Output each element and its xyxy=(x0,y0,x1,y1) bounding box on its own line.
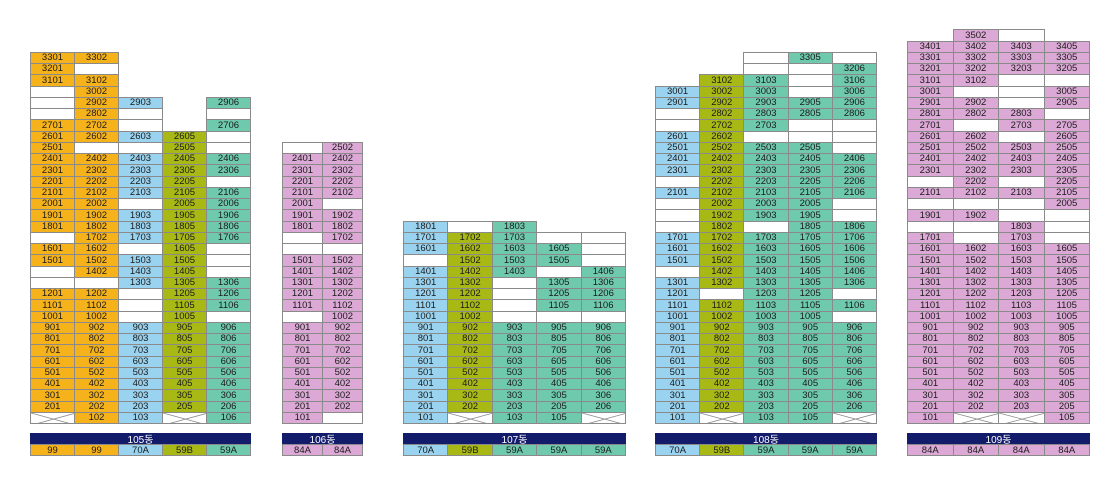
unit-type-label: 84A xyxy=(1043,444,1090,456)
unit-type-label: 59B xyxy=(699,444,745,456)
unit-cell: 101 xyxy=(655,411,701,424)
unit-cell: 506 xyxy=(831,366,877,379)
unit-cell: 2605 xyxy=(1043,130,1090,143)
unit-cell: 103 xyxy=(118,411,163,424)
unit-type-label: 84A xyxy=(952,444,999,456)
building-name-banner: 109동 xyxy=(907,433,1090,446)
unit-type-label: 59A xyxy=(831,444,877,456)
unit-type-label: 59A xyxy=(787,444,833,456)
unit-cell: 103 xyxy=(743,411,789,424)
unit-type-label: 59A xyxy=(580,444,626,456)
unit-type-label: 70A xyxy=(403,444,449,456)
unit-cell: 101 xyxy=(403,411,449,424)
unit-cell: 102 xyxy=(74,411,119,424)
unit-cell-crossed xyxy=(952,411,999,424)
building-name-banner: 106동 xyxy=(282,433,363,446)
unit-type-label: 59A xyxy=(491,444,538,456)
building-name-banner: 105동 xyxy=(30,433,251,446)
unit-type-label: 84A xyxy=(322,444,363,456)
unit-type-label: 70A xyxy=(118,444,163,456)
unit-cell-crossed xyxy=(30,411,75,424)
unit-cell: 806 xyxy=(831,333,877,346)
unit-cell-crossed xyxy=(162,411,207,424)
unit-cell: 105 xyxy=(1043,411,1090,424)
unit-cell: 2305 xyxy=(1043,164,1090,177)
unit-type-label: 84A xyxy=(907,444,954,456)
unit-type-label: 84A xyxy=(998,444,1045,456)
unit-cell-empty xyxy=(322,411,363,424)
building-name-banner: 107동 xyxy=(403,433,626,446)
unit-type-label: 59A xyxy=(743,444,789,456)
unit-cell: 105 xyxy=(536,411,582,424)
unit-type-label: 59A xyxy=(536,444,582,456)
unit-cell-crossed xyxy=(831,411,877,424)
unit-cell-crossed xyxy=(447,411,493,424)
unit-cell-crossed xyxy=(580,411,626,424)
unit-cell: 105 xyxy=(787,411,833,424)
unit-type-label: 99 xyxy=(74,444,119,456)
unit-cell: 1606 xyxy=(831,243,877,256)
unit-cell-crossed xyxy=(998,411,1045,424)
unit-type-label: 84A xyxy=(282,444,323,456)
unit-cell: 606 xyxy=(831,355,877,368)
unit-cell: 106 xyxy=(206,411,251,424)
unit-cell: 101 xyxy=(907,411,954,424)
unit-type-label: 70A xyxy=(655,444,701,456)
unit-cell: 101 xyxy=(282,411,323,424)
unit-cell: 103 xyxy=(491,411,538,424)
unit-type-label: 99 xyxy=(30,444,75,456)
unit-cell-crossed xyxy=(699,411,745,424)
unit-type-label: 59B xyxy=(162,444,207,456)
unit-type-label: 59B xyxy=(447,444,493,456)
unit-type-label: 59A xyxy=(206,444,251,456)
building-name-banner: 108동 xyxy=(655,433,877,446)
